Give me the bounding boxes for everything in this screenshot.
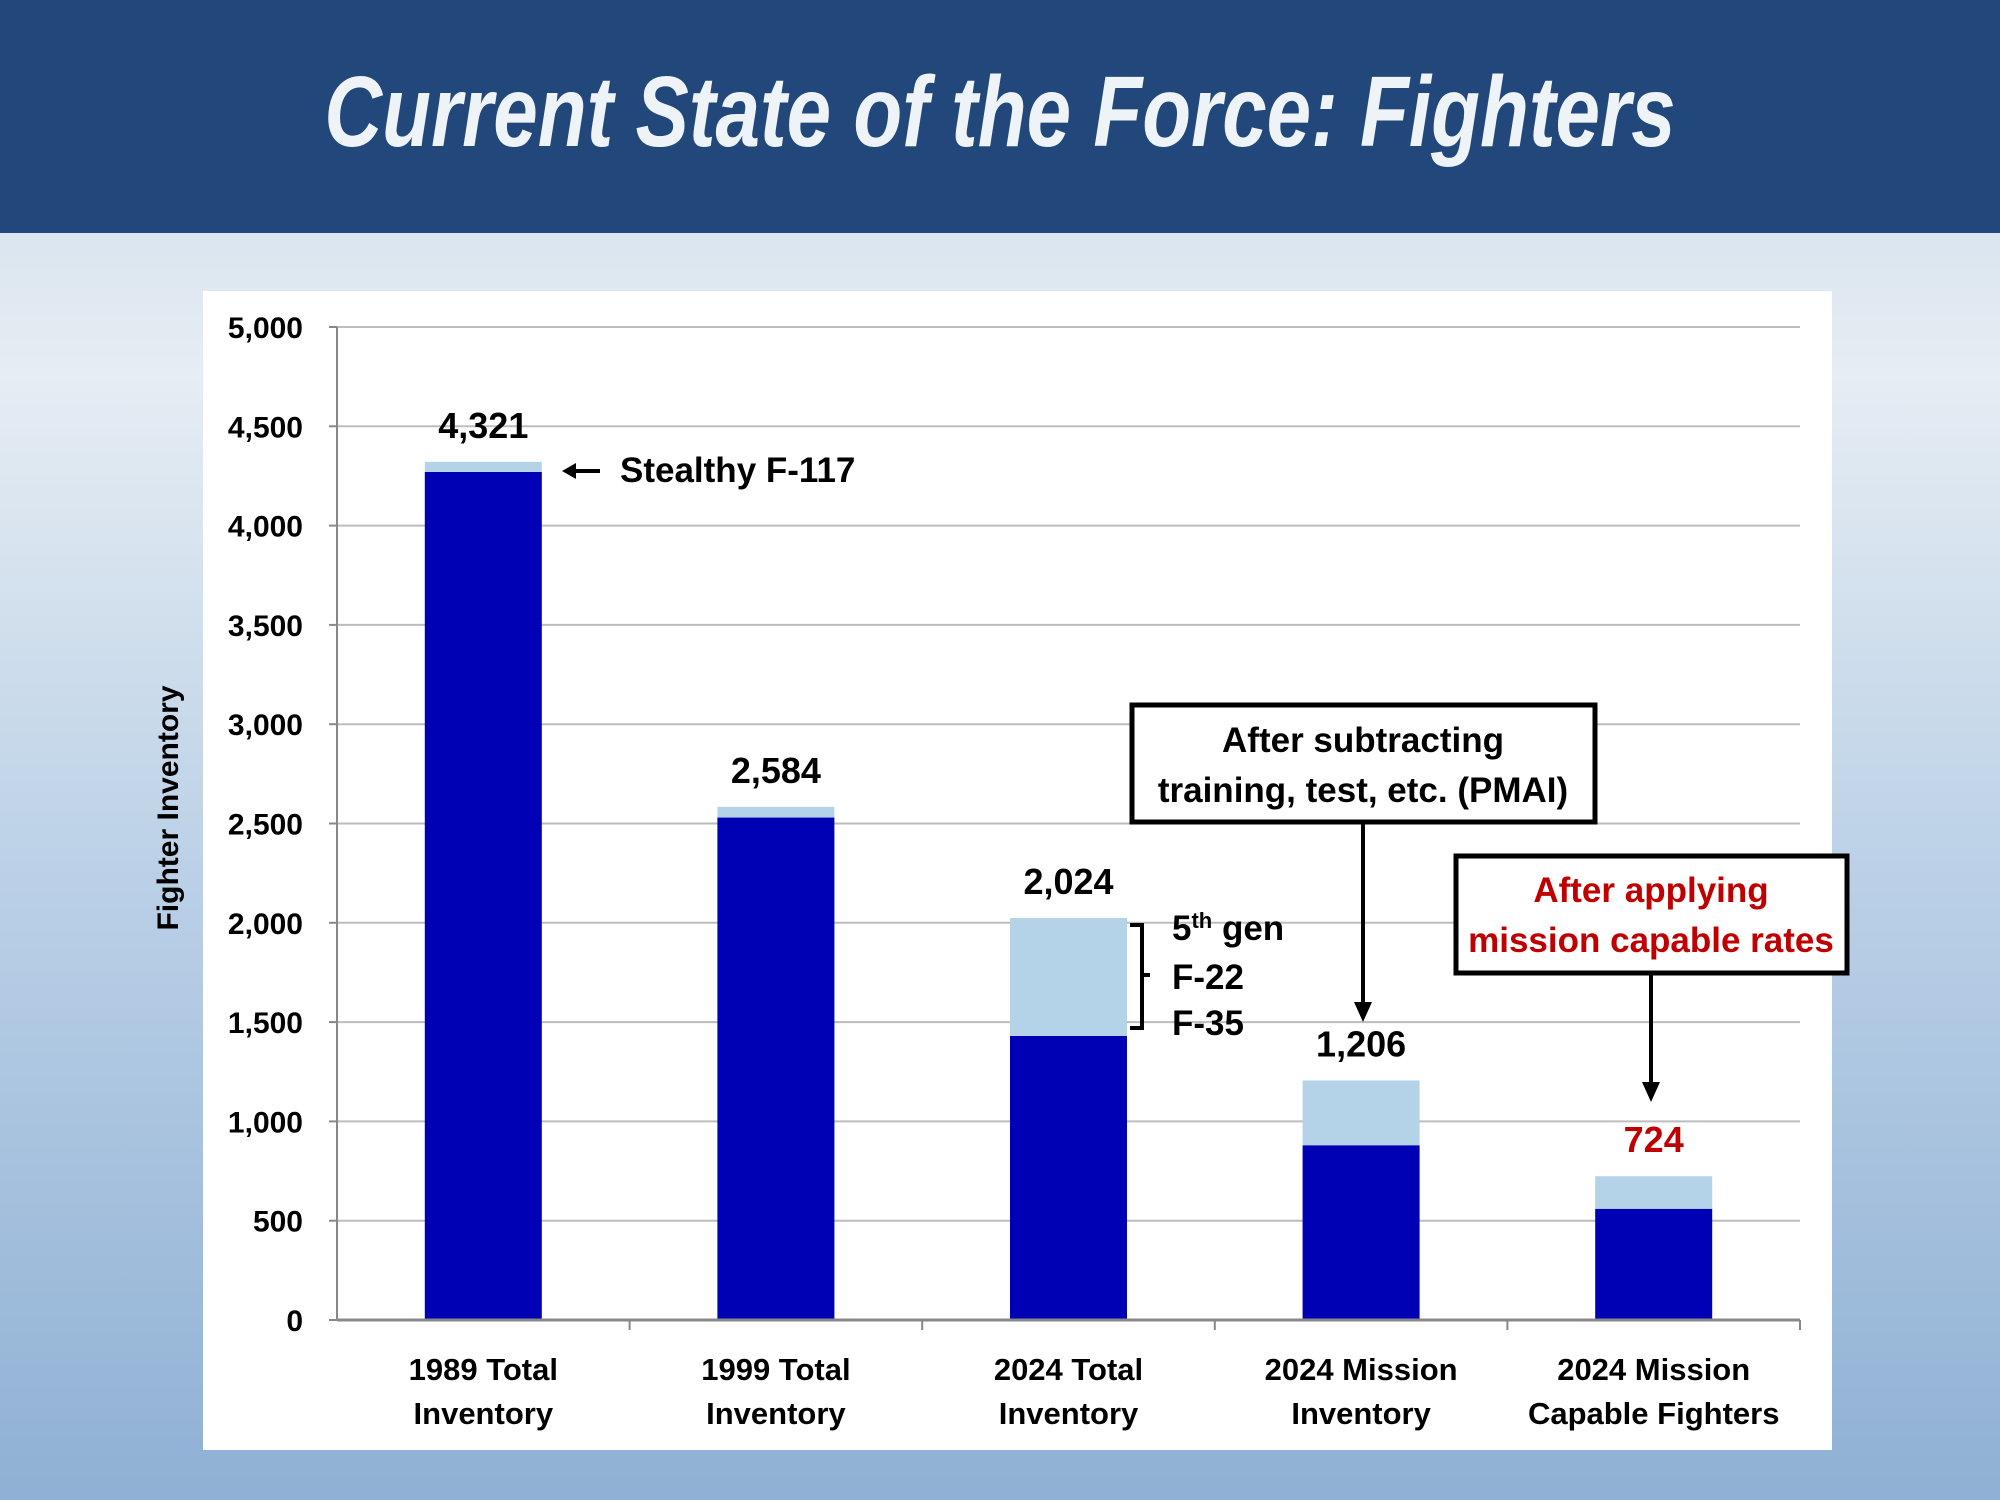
x-tick-label: 1989 Total <box>409 1352 558 1387</box>
x-tick-label: 2024 Total <box>994 1352 1143 1387</box>
bar-segment <box>717 806 835 818</box>
y-tick-label: 2,500 <box>228 809 303 842</box>
bar-segment <box>1010 1036 1127 1320</box>
x-tick-label: Capable Fighters <box>1528 1396 1780 1431</box>
svg-text:After applying: After applying <box>1533 871 1768 910</box>
pmai-callout: After subtracting training, test, etc. (… <box>1129 702 1598 1022</box>
y-tick-label: 4,500 <box>228 411 303 444</box>
bar-segment <box>717 817 835 1320</box>
arrow-down-icon <box>1642 1082 1660 1102</box>
y-tick-label: 4,000 <box>228 511 303 544</box>
y-tick-label: 5,000 <box>228 312 303 345</box>
bar-segment <box>1010 918 1127 1037</box>
total-label: 4,321 <box>438 405 528 446</box>
y-axis-label: Fighter Inventory <box>152 685 185 930</box>
svg-text:After subtracting: After subtracting <box>1222 721 1504 760</box>
y-tick-label: 0 <box>286 1305 303 1338</box>
fifth-gen-annotation: 5th gen F-22 F-35 <box>1130 908 1284 1043</box>
f117-label: Stealthy F-117 <box>620 451 855 490</box>
x-axis: 1989 Total Inventory 1999 Total Inventory 20… <box>336 327 1801 1431</box>
fifth-gen-label: 5th gen <box>1172 908 1284 948</box>
bar-segment <box>424 461 542 472</box>
page-title: Current State of the Force: Fighters <box>324 56 1676 168</box>
total-labels: 4,321 2,584 2,024 1,206 724 <box>438 405 1683 1160</box>
x-tick-label: Inventory <box>706 1396 846 1431</box>
f22-label: F-22 <box>1172 958 1244 997</box>
y-tick-label: 3,500 <box>228 610 303 643</box>
total-label: 2,024 <box>1023 861 1113 902</box>
bar-segment <box>1302 1080 1420 1146</box>
x-tick-label: 2024 Mission <box>1557 1352 1750 1387</box>
total-label: 724 <box>1624 1119 1684 1160</box>
bar-segment <box>1302 1145 1420 1320</box>
f117-annotation: Stealthy F-117 <box>562 451 855 490</box>
y-tick-label: 1,500 <box>228 1007 303 1040</box>
total-label: 1,206 <box>1316 1023 1406 1064</box>
y-tick-label: 3,000 <box>228 709 303 742</box>
mission-capable-callout: After applying mission capable rates <box>1453 853 1850 1102</box>
bracket-icon <box>1130 923 1150 1030</box>
arrowhead-icon <box>562 463 576 479</box>
x-tick-label: 2024 Mission <box>1265 1352 1458 1387</box>
svg-text:training, test, etc. (PMAI): training, test, etc. (PMAI) <box>1158 771 1568 810</box>
x-tick-label: Inventory <box>999 1396 1139 1431</box>
y-tick-label: 500 <box>253 1206 303 1239</box>
total-label: 2,584 <box>731 750 821 791</box>
title-banner <box>0 0 2000 233</box>
f35-label: F-35 <box>1172 1004 1244 1043</box>
y-tick-label: 2,000 <box>228 908 303 941</box>
bar-segment <box>1595 1208 1713 1320</box>
x-tick-label: 1999 Total <box>701 1352 850 1387</box>
bar-segment <box>1595 1176 1713 1209</box>
bars <box>424 461 1713 1320</box>
x-tick-label: Inventory <box>1291 1396 1431 1431</box>
svg-text:mission capable rates: mission capable rates <box>1468 921 1834 960</box>
arrow-down-icon <box>1354 1002 1372 1022</box>
y-axis-ticks: 0 500 1,000 1,500 2,000 2,500 3,000 3,500 4,000 4… <box>228 312 337 1338</box>
x-tick-label: Inventory <box>414 1396 554 1431</box>
bar-segment <box>424 471 542 1320</box>
y-tick-label: 1,000 <box>228 1106 303 1139</box>
